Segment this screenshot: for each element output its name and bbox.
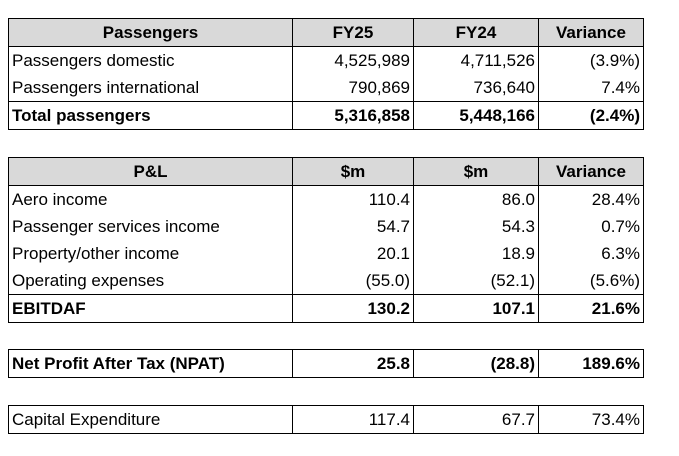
row-label: Passengers domestic bbox=[8, 46, 293, 74]
header-pl: P&L bbox=[8, 157, 293, 186]
row-variance: 28.4% bbox=[538, 185, 644, 213]
row-fy25: 790,869 bbox=[292, 74, 414, 102]
total-passengers-row: Total passengers 5,316,858 5,448,166 (2.… bbox=[8, 101, 644, 130]
row-fy24: 736,640 bbox=[413, 74, 539, 102]
ebitdaf-row: EBITDAF 130.2 107.1 21.6% bbox=[8, 294, 644, 323]
row-variance: (5.6%) bbox=[538, 267, 644, 295]
row-fy25: 54.7 bbox=[292, 213, 414, 240]
total-variance: 21.6% bbox=[538, 294, 644, 323]
row-label: Aero income bbox=[8, 185, 293, 213]
row-variance: 6.3% bbox=[538, 240, 644, 267]
npat-row: Net Profit After Tax (NPAT) 25.8 (28.8) … bbox=[8, 349, 644, 378]
row-fy24: 86.0 bbox=[413, 185, 539, 213]
table-row: Aero income 110.4 86.0 28.4% bbox=[8, 185, 644, 213]
row-variance: 0.7% bbox=[538, 213, 644, 240]
total-label: Total passengers bbox=[8, 101, 293, 130]
header-fy25: FY25 bbox=[292, 18, 414, 47]
capex-label: Capital Expenditure bbox=[8, 405, 293, 434]
pl-table: P&L $m $m Variance Aero income 110.4 86.… bbox=[8, 157, 644, 323]
total-fy24: 5,448,166 bbox=[413, 101, 539, 130]
row-fy25: 20.1 bbox=[292, 240, 414, 267]
capex-fy24: 67.7 bbox=[413, 405, 539, 434]
capex-table: Capital Expenditure 117.4 67.7 73.4% bbox=[8, 405, 644, 434]
npat-table: Net Profit After Tax (NPAT) 25.8 (28.8) … bbox=[8, 349, 644, 378]
table-row: Property/other income 20.1 18.9 6.3% bbox=[8, 240, 644, 267]
header-variance: Variance bbox=[538, 18, 644, 47]
table-row: Passengers international 790,869 736,640… bbox=[8, 74, 644, 102]
table-row: Passenger services income 54.7 54.3 0.7% bbox=[8, 213, 644, 240]
passengers-table: Passengers FY25 FY24 Variance Passengers… bbox=[8, 18, 644, 130]
row-fy24: (52.1) bbox=[413, 267, 539, 295]
npat-variance: 189.6% bbox=[538, 349, 644, 378]
capex-fy25: 117.4 bbox=[292, 405, 414, 434]
header-fy25-sm: $m bbox=[292, 157, 414, 186]
npat-label: Net Profit After Tax (NPAT) bbox=[8, 349, 293, 378]
row-fy25: (55.0) bbox=[292, 267, 414, 295]
capex-variance: 73.4% bbox=[538, 405, 644, 434]
header-fy24: FY24 bbox=[413, 18, 539, 47]
row-label: Property/other income bbox=[8, 240, 293, 267]
total-fy24: 107.1 bbox=[413, 294, 539, 323]
row-fy24: 18.9 bbox=[413, 240, 539, 267]
total-fy25: 130.2 bbox=[292, 294, 414, 323]
header-passengers: Passengers bbox=[8, 18, 293, 47]
row-label: Passengers international bbox=[8, 74, 293, 102]
passengers-header-row: Passengers FY25 FY24 Variance bbox=[8, 18, 644, 47]
row-fy24: 54.3 bbox=[413, 213, 539, 240]
row-label: Passenger services income bbox=[8, 213, 293, 240]
header-fy24-sm: $m bbox=[413, 157, 539, 186]
row-fy25: 4,525,989 bbox=[292, 46, 414, 74]
capex-row: Capital Expenditure 117.4 67.7 73.4% bbox=[8, 405, 644, 434]
total-variance: (2.4%) bbox=[538, 101, 644, 130]
row-label: Operating expenses bbox=[8, 267, 293, 295]
pl-header-row: P&L $m $m Variance bbox=[8, 157, 644, 186]
npat-fy25: 25.8 bbox=[292, 349, 414, 378]
header-variance: Variance bbox=[538, 157, 644, 186]
total-fy25: 5,316,858 bbox=[292, 101, 414, 130]
table-row: Passengers domestic 4,525,989 4,711,526 … bbox=[8, 46, 644, 74]
row-fy25: 110.4 bbox=[292, 185, 414, 213]
npat-fy24: (28.8) bbox=[413, 349, 539, 378]
table-row: Operating expenses (55.0) (52.1) (5.6%) bbox=[8, 267, 644, 295]
row-variance: 7.4% bbox=[538, 74, 644, 102]
total-label: EBITDAF bbox=[8, 294, 293, 323]
row-variance: (3.9%) bbox=[538, 46, 644, 74]
row-fy24: 4,711,526 bbox=[413, 46, 539, 74]
